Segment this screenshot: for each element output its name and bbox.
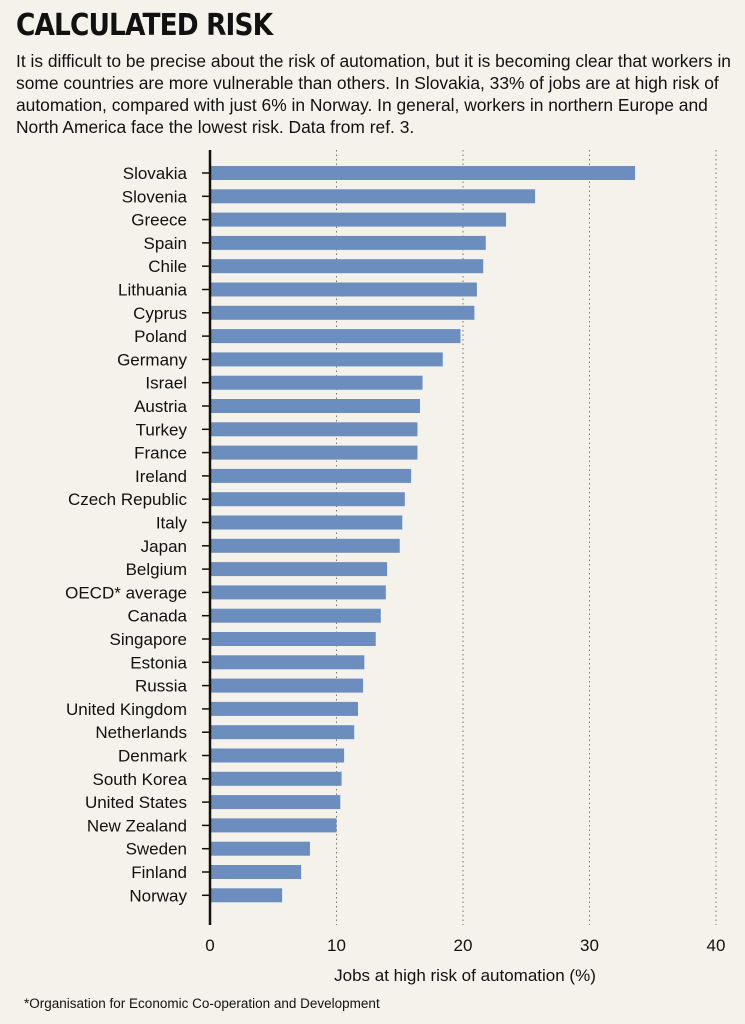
category-label: Singapore <box>109 630 187 649</box>
category-label: France <box>134 444 187 463</box>
bar <box>210 259 484 274</box>
category-label: Denmark <box>118 747 187 766</box>
bar <box>210 841 310 856</box>
category-label: Chile <box>148 257 187 276</box>
bar <box>210 305 475 320</box>
category-label: Slovenia <box>122 187 188 206</box>
bar <box>210 189 536 204</box>
bar <box>210 166 636 180</box>
bar <box>210 632 376 646</box>
category-label: Finland <box>131 863 187 882</box>
bar <box>210 352 443 367</box>
bar <box>210 888 283 903</box>
bar-chart-svg: Slovakia Slovenia Greece Spain Chile Lithuani… <box>65 150 726 985</box>
category-label: United States <box>85 793 187 812</box>
bar <box>210 329 461 344</box>
x-tick-label: 0 <box>205 936 214 955</box>
bar <box>210 422 418 437</box>
category-label: Italy <box>156 514 188 533</box>
bar <box>210 865 302 879</box>
bar <box>210 235 486 250</box>
bar <box>210 585 386 600</box>
category-label: South Korea <box>92 770 187 789</box>
category-label: Belgium <box>126 560 187 579</box>
category-label: Norway <box>129 886 187 905</box>
footnote: *Organisation for Economic Co-operation … <box>24 996 380 1011</box>
bar <box>210 468 412 483</box>
bar <box>210 562 388 577</box>
category-label: Russia <box>135 677 188 696</box>
x-tick-label: 30 <box>580 936 599 955</box>
category-label: Slovakia <box>123 164 188 183</box>
category-label: Netherlands <box>95 723 187 742</box>
bar <box>210 818 337 833</box>
category-label: New Zealand <box>87 816 187 835</box>
bar <box>210 701 359 716</box>
bar <box>210 375 423 390</box>
bar <box>210 282 477 297</box>
x-tick-label: 40 <box>707 936 726 955</box>
category-label: Turkey <box>136 420 188 439</box>
chart-subtitle: It is difficult to be precise about the … <box>16 51 731 137</box>
category-label: Israel <box>145 374 187 393</box>
category-label: United Kingdom <box>66 700 187 719</box>
category-label: Japan <box>141 537 187 556</box>
category-label: Lithuania <box>118 281 188 300</box>
bar <box>210 725 355 740</box>
bar <box>210 655 365 670</box>
bar <box>210 538 400 553</box>
bar <box>210 771 342 786</box>
bar <box>210 608 381 623</box>
category-label: Austria <box>134 397 187 416</box>
bar-chart: Slovakia Slovenia Greece Spain Chile Lithuani… <box>0 145 745 990</box>
category-label: Czech Republic <box>68 490 188 509</box>
x-tick-label: 20 <box>454 936 473 955</box>
bar <box>210 678 364 693</box>
category-label: Canada <box>127 607 187 626</box>
bar <box>210 795 341 810</box>
bar <box>210 445 418 460</box>
bar <box>210 492 405 507</box>
chart-title: CALCULATED RISK <box>16 8 273 43</box>
category-label: Cyprus <box>133 304 187 323</box>
bar <box>210 399 420 413</box>
category-label: Greece <box>131 211 187 230</box>
bar <box>210 515 403 530</box>
category-label: OECD* average <box>65 583 187 602</box>
bar <box>210 212 507 227</box>
bar <box>210 748 345 763</box>
x-axis-label: Jobs at high risk of automation (%) <box>334 966 596 985</box>
category-label: Ireland <box>135 467 187 486</box>
x-tick-label: 10 <box>327 936 346 955</box>
category-label: Poland <box>134 327 187 346</box>
category-label: Estonia <box>130 653 187 672</box>
category-label: Germany <box>117 350 187 369</box>
category-label: Sweden <box>126 840 187 859</box>
category-label: Spain <box>144 234 187 253</box>
